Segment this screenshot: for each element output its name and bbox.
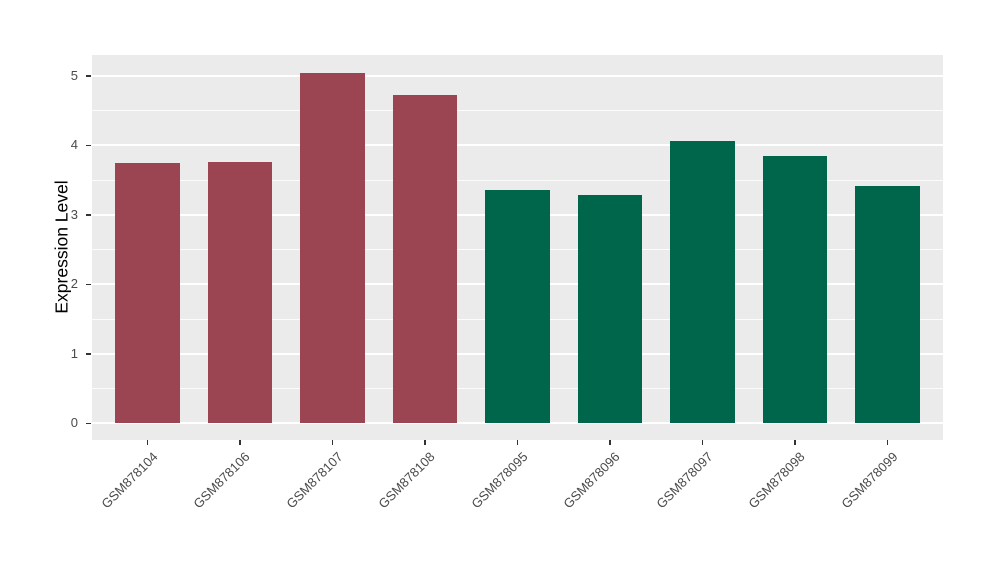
x-axis-tick-mark [146,440,149,445]
y-axis-tick-label: 2 [70,276,78,292]
x-axis-tick-label-text: GSM878095 [467,449,531,512]
bar [300,73,365,424]
y-axis-tick-mark [86,353,91,355]
x-axis-tick-mark [331,440,334,445]
x-axis-tick-mark [701,440,704,445]
y-axis-tick-mark [86,75,91,77]
bar [392,95,458,424]
bar [855,185,920,424]
y-axis-tick-label: 0 [70,415,78,431]
gridline-major [92,422,943,425]
x-axis-tick-mark [424,440,426,445]
x-axis-tick-mark [794,440,796,445]
gridline-minor [92,110,943,112]
x-axis-tick-mark [239,440,241,445]
y-axis-tick-label: 1 [70,345,78,361]
y-axis-tick-mark [86,283,91,286]
y-axis-title-text: Expression Level [51,180,72,314]
x-axis-tick-label-text: GSM878099 [837,449,901,512]
y-axis-tick-label: 4 [70,137,78,153]
bar [115,163,180,424]
gridline-minor [92,179,943,181]
y-axis-tick-label: 5 [70,67,78,83]
y-axis-tick-label: 3 [70,206,78,222]
x-axis-tick-mark [516,440,519,445]
bar [485,189,550,424]
gridline-major [92,74,943,77]
x-axis-tick-mark [609,440,611,445]
x-axis-tick-label-text: GSM878107 [282,449,346,512]
gridline-major [92,144,943,147]
x-axis-tick-label-text: GSM878106 [190,449,253,512]
bar [670,141,735,424]
x-axis-tick-label-text: GSM878098 [745,449,808,512]
x-axis-tick-mark [886,440,889,445]
x-axis-tick-label-text: GSM878096 [560,449,623,512]
x-axis-tick-label-text: GSM878104 [97,449,161,512]
bar [577,195,643,424]
bar [207,162,273,424]
x-axis-tick-label-text: GSM878097 [652,449,716,512]
y-axis-tick-mark [86,422,91,425]
bar [762,156,828,424]
x-axis-tick-label-text: GSM878108 [375,449,438,512]
y-axis-tick-mark [86,144,91,147]
chart-panel [92,55,943,440]
y-axis-tick-mark [86,214,91,216]
